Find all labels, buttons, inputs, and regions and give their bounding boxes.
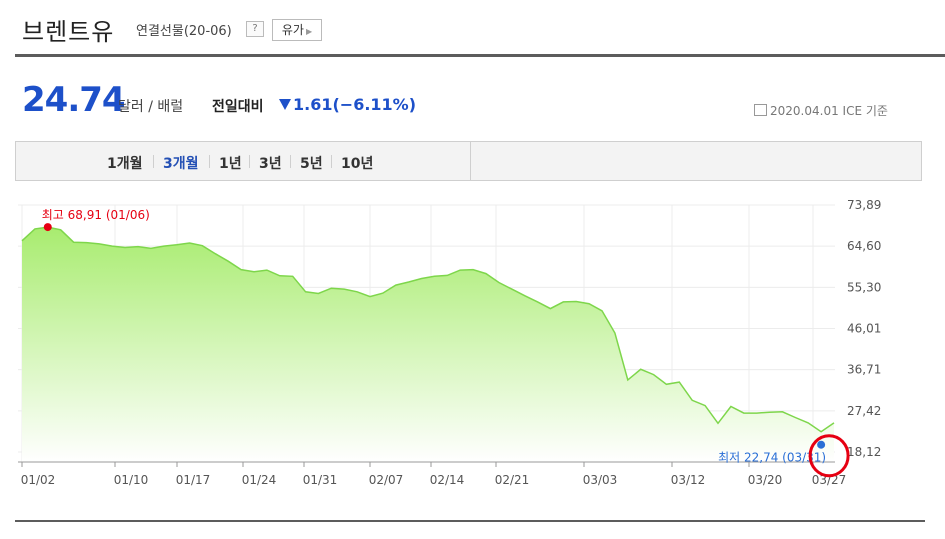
- y-tick-label: 64,60: [847, 239, 881, 253]
- tab-separator: [290, 155, 291, 168]
- x-tick-label: 01/02: [21, 473, 56, 487]
- price-unit: 달러 / 배럴: [118, 99, 184, 115]
- related-oil-label: 유가: [281, 23, 304, 37]
- x-tick-label: 02/14: [430, 473, 465, 487]
- reference-date: 2020.04.01 ICE 기준: [754, 102, 888, 119]
- x-axis-ticks: 01/02 01/10 01/17 01/24 01/31 02/07 02/14 02/21…: [21, 462, 847, 487]
- tab-10-years[interactable]: 10년: [341, 156, 374, 172]
- x-tick-label: 03/03: [583, 473, 618, 487]
- price-line: [21, 226, 835, 433]
- bottom-divider: [15, 520, 925, 522]
- reference-date-value: 2020.04.01: [770, 104, 839, 118]
- related-oil-button[interactable]: 유가 ▶: [272, 19, 322, 41]
- tab-separator: [209, 155, 210, 168]
- reference-source: ICE 기준: [842, 104, 888, 118]
- change-value: 1.61(−6.11%): [293, 95, 417, 114]
- x-tick-label: 03/27: [812, 473, 847, 487]
- x-tick-label: 01/24: [242, 473, 277, 487]
- top-divider: [15, 54, 945, 57]
- y-tick-label: 46,01: [847, 322, 881, 336]
- tab-1-month[interactable]: 1개월: [107, 156, 143, 172]
- x-tick-label: 02/07: [369, 473, 404, 487]
- tab-separator: [249, 155, 250, 168]
- y-tick-label: 36,71: [847, 363, 881, 377]
- y-tick-label: 73,89: [847, 198, 881, 212]
- x-tick-label: 03/12: [671, 473, 706, 487]
- chevron-right-icon: ▶: [305, 27, 313, 36]
- contract-subtitle: 연결선물(20-06): [136, 24, 232, 39]
- x-tick-label: 01/31: [303, 473, 338, 487]
- red-circle-annotation: [808, 434, 850, 478]
- y-axis-ticks: 73,89 64,60 55,30 46,01 36,71 27,42 18,12: [847, 198, 881, 459]
- page-title: 브렌트유: [22, 18, 115, 46]
- tab-5-years[interactable]: 5년: [300, 156, 323, 172]
- tab-3-years[interactable]: 3년: [259, 156, 282, 172]
- high-marker: [43, 223, 52, 232]
- y-tick-label: 18,12: [847, 445, 881, 459]
- price-area: [22, 227, 834, 462]
- price-chart: 01/02 01/10 01/17 01/24 01/31 02/07 02/14 02/21…: [18, 198, 881, 487]
- calendar-icon: [754, 104, 767, 116]
- current-price: 24.74: [22, 80, 126, 120]
- tab-separator: [153, 155, 154, 168]
- x-tick-label: 03/20: [748, 473, 783, 487]
- period-tabbar: [15, 141, 922, 181]
- help-button[interactable]: ?: [246, 21, 264, 37]
- down-triangle-icon: [279, 99, 291, 110]
- change-label: 전일대비: [212, 99, 264, 115]
- low-label: 최저 22,74 (03/31): [718, 451, 826, 465]
- tab-1-year[interactable]: 1년: [219, 156, 242, 172]
- low-marker: [817, 440, 826, 449]
- y-tick-label: 55,30: [847, 280, 881, 294]
- high-label: 최고 68,91 (01/06): [42, 208, 150, 222]
- change-value-group: 1.61(−6.11%): [279, 95, 416, 114]
- tabbar-divider: [470, 142, 471, 180]
- y-tick-label: 27,42: [847, 404, 881, 418]
- x-tick-label: 02/21: [495, 473, 530, 487]
- tab-separator: [331, 155, 332, 168]
- tab-3-months[interactable]: 3개월: [163, 156, 199, 172]
- x-tick-label: 01/10: [114, 473, 149, 487]
- x-tick-label: 01/17: [176, 473, 211, 487]
